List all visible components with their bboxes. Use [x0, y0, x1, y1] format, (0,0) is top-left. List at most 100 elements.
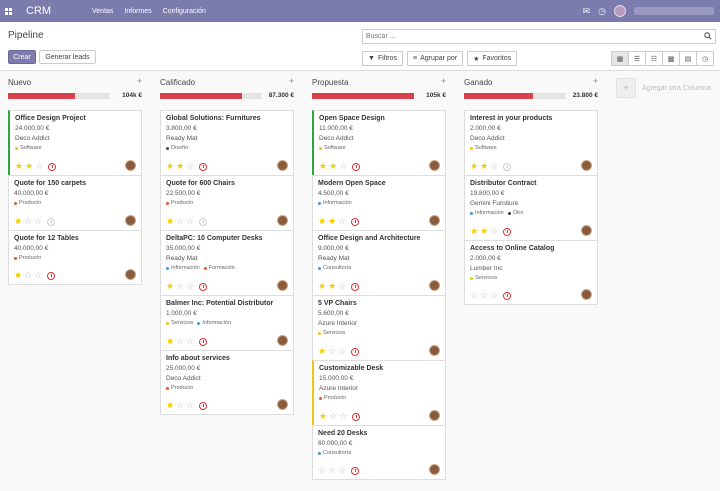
priority-star-icon[interactable]: ★ [166, 281, 175, 291]
chat-icon[interactable]: ✉ [582, 5, 591, 16]
priority-star-icon[interactable]: ★ [318, 346, 327, 356]
activity-clock-icon[interactable] [199, 217, 208, 226]
priority-star-icon[interactable]: ☆ [480, 290, 489, 300]
priority-star-icon[interactable]: ★ [470, 226, 479, 236]
activity-clock-icon[interactable] [352, 162, 361, 171]
apps-menu-button[interactable] [0, 0, 16, 22]
quick-create-icon[interactable]: + [288, 76, 294, 86]
list-view-button[interactable]: ☰ [628, 51, 646, 66]
priority-star-icon[interactable]: ☆ [176, 400, 185, 410]
column-progress-bar[interactable] [464, 93, 566, 99]
priority-star-icon[interactable]: ★ [166, 400, 175, 410]
menu-ventas[interactable]: Ventas [92, 7, 114, 15]
generate-leads-button[interactable]: Generar leads [39, 50, 96, 64]
priority-star-icon[interactable]: ☆ [338, 346, 347, 356]
activity-clock-icon[interactable] [503, 291, 512, 300]
priority-star-icon[interactable]: ★ [480, 161, 489, 171]
column-title[interactable]: Calificado [160, 78, 196, 87]
priority-star-icon[interactable]: ★ [319, 161, 328, 171]
priority-star-icon[interactable]: ★ [318, 281, 327, 291]
priority-star-icon[interactable]: ★ [166, 336, 175, 346]
priority-star-icon[interactable]: ☆ [338, 465, 347, 475]
activity-clock-icon[interactable] [47, 217, 56, 226]
activity-clock-icon[interactable] [503, 227, 512, 236]
priority-star-icon[interactable]: ☆ [338, 281, 347, 291]
priority-star-icon[interactable]: ★ [166, 216, 175, 226]
priority-star-icon[interactable]: ★ [318, 216, 327, 226]
priority-star-icon[interactable]: ☆ [186, 216, 195, 226]
priority-star-icon[interactable]: ☆ [339, 161, 348, 171]
quick-create-icon[interactable]: + [440, 76, 446, 86]
kanban-card[interactable]: Access to Online Catalog 2.000,00 € Lumber… [464, 240, 598, 305]
priority-star-icon[interactable]: ☆ [186, 400, 195, 410]
priority-star-icon[interactable]: ☆ [176, 281, 185, 291]
priority-star-icon[interactable]: ★ [25, 161, 34, 171]
kanban-card[interactable]: Balmer Inc: Potential Distributor 1.000,0… [160, 295, 294, 350]
kanban-card[interactable]: Quote for 600 Chairs 22.500,00 € Producto ★… [160, 175, 294, 230]
kanban-card[interactable]: Need 20 Desks 60.000,00 € Consultoría ☆ ☆ ☆ [312, 425, 446, 480]
priority-star-icon[interactable]: ☆ [24, 270, 33, 280]
activity-clock-icon[interactable] [199, 282, 208, 291]
column-progress-bar[interactable] [8, 93, 110, 99]
priority-star-icon[interactable]: ☆ [186, 161, 195, 171]
priority-star-icon[interactable]: ★ [480, 226, 489, 236]
priority-star-icon[interactable]: ☆ [176, 336, 185, 346]
column-progress-bar[interactable] [160, 93, 262, 99]
priority-star-icon[interactable]: ★ [166, 161, 175, 171]
column-title[interactable]: Nuevo [8, 78, 32, 87]
kanban-card[interactable]: Distributor Contract 19.800,00 € Gemini Fu… [464, 175, 598, 240]
kanban-card[interactable]: Info about services 25.000,00 € Deco Addic… [160, 350, 294, 415]
priority-star-icon[interactable]: ☆ [34, 216, 43, 226]
priority-star-icon[interactable]: ☆ [35, 161, 44, 171]
kanban-card[interactable]: Office Design and Architecture 9.000,00 €… [312, 230, 446, 295]
kanban-card[interactable]: Modern Open Space 4.500,00 € Información ★ ★… [312, 175, 446, 230]
activity-clock-icon[interactable] [352, 412, 361, 421]
menu-informes[interactable]: Informes [124, 7, 152, 15]
priority-star-icon[interactable]: ★ [328, 281, 337, 291]
kanban-card[interactable]: Customizable Desk 15.000,00 € Azure Interi… [312, 360, 446, 425]
priority-star-icon[interactable]: ☆ [490, 161, 499, 171]
priority-star-icon[interactable]: ☆ [328, 346, 337, 356]
add-column-button[interactable]: + Agregar otra Columna [616, 78, 711, 98]
graph-view-button[interactable]: ▤ [679, 51, 697, 66]
kanban-card[interactable]: Interest in your products 2.000,00 € Deco … [464, 110, 598, 175]
priority-star-icon[interactable]: ☆ [318, 465, 327, 475]
activity-clock-icon[interactable] [47, 271, 56, 280]
kanban-card[interactable]: Open Space Design 11.000,00 € Deco Addict S… [312, 110, 446, 175]
column-progress-bar[interactable] [312, 93, 414, 99]
priority-star-icon[interactable]: ☆ [490, 290, 499, 300]
column-title[interactable]: Ganado [464, 78, 493, 87]
quick-create-icon[interactable]: + [136, 76, 142, 86]
priority-star-icon[interactable]: ☆ [24, 216, 33, 226]
activity-clock-icon[interactable] [199, 162, 208, 171]
kanban-card[interactable]: Quote for 12 Tables 40.000,00 € Producto ★ ☆… [8, 230, 142, 285]
priority-star-icon[interactable]: ★ [470, 161, 479, 171]
search-input[interactable] [363, 30, 693, 43]
activity-clock-icon[interactable] [199, 401, 208, 410]
priority-star-icon[interactable]: ☆ [329, 411, 338, 421]
group-by-button[interactable]: ≡ Agrupar por [407, 51, 464, 66]
search-icon[interactable] [704, 32, 712, 42]
activity-clock-icon[interactable] [48, 162, 57, 171]
priority-star-icon[interactable]: ☆ [186, 336, 195, 346]
priority-star-icon[interactable]: ☆ [328, 465, 337, 475]
activity-clock-icon[interactable] [503, 162, 512, 171]
user-avatar[interactable] [614, 5, 626, 17]
kanban-card[interactable]: Quote for 150 carpets 40.000,00 € Producto… [8, 175, 142, 230]
priority-star-icon[interactable]: ★ [14, 216, 23, 226]
kanban-card[interactable]: Office Design Project 24.000,00 € Deco Add… [8, 110, 142, 175]
priority-star-icon[interactable]: ☆ [34, 270, 43, 280]
kanban-view-button[interactable]: ▦ [611, 51, 629, 66]
pivot-view-button[interactable]: ▩ [662, 51, 680, 66]
column-title[interactable]: Propuesta [312, 78, 349, 87]
app-name[interactable]: CRM [26, 5, 52, 17]
user-name-redacted[interactable] [634, 7, 714, 15]
priority-star-icon[interactable]: ☆ [470, 290, 479, 300]
calendar-view-button[interactable]: ☷ [645, 51, 663, 66]
activity-clock-icon[interactable] [351, 347, 360, 356]
priority-star-icon[interactable]: ☆ [490, 226, 499, 236]
menu-configuracion[interactable]: Configuración [162, 7, 206, 15]
priority-star-icon[interactable]: ★ [329, 161, 338, 171]
filters-button[interactable]: ▼ Filtros [362, 51, 403, 66]
quick-create-icon[interactable]: + [592, 76, 598, 86]
